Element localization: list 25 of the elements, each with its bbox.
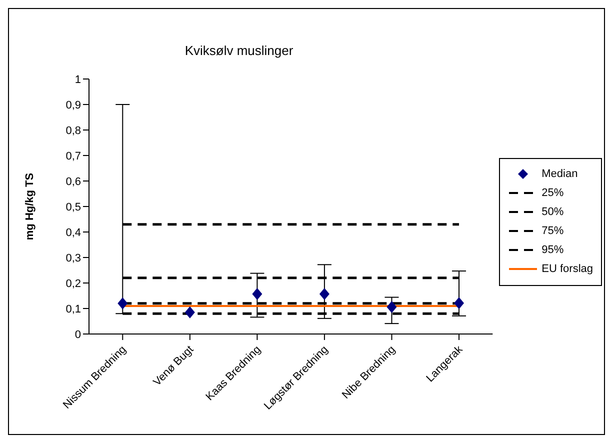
y-tick-label: 1 xyxy=(74,74,81,86)
legend-label: 25% xyxy=(542,186,564,200)
legend-label: 75% xyxy=(542,224,564,238)
legend-label: Median xyxy=(542,166,578,182)
y-tick-label: 0,8 xyxy=(66,124,81,137)
point xyxy=(118,297,128,310)
y-tick-label: 0,1 xyxy=(66,303,81,316)
legend-label: 95% xyxy=(542,242,564,258)
y-tick-label: 0,2 xyxy=(66,278,81,290)
y-tick-label: 0,4 xyxy=(66,226,81,239)
point xyxy=(319,288,330,300)
point xyxy=(454,297,464,310)
y-tick-label: 0,5 xyxy=(66,201,81,214)
y-tick-label: 0,7 xyxy=(66,150,81,162)
point xyxy=(252,288,262,300)
legend-label: 50% xyxy=(542,204,564,220)
point xyxy=(184,306,195,318)
y-tick-label: 0,6 xyxy=(66,176,81,188)
y-axis-title: mg Hg/kg TS xyxy=(24,172,36,240)
y-tick-label: 0,3 xyxy=(66,252,81,264)
point xyxy=(386,300,397,313)
chart-title: Kviksølv muslinger xyxy=(184,43,294,58)
legend-label: EU forslag xyxy=(542,262,593,276)
y-tick-label: 0 xyxy=(74,328,81,341)
y-tick-label: 0,9 xyxy=(66,99,81,112)
